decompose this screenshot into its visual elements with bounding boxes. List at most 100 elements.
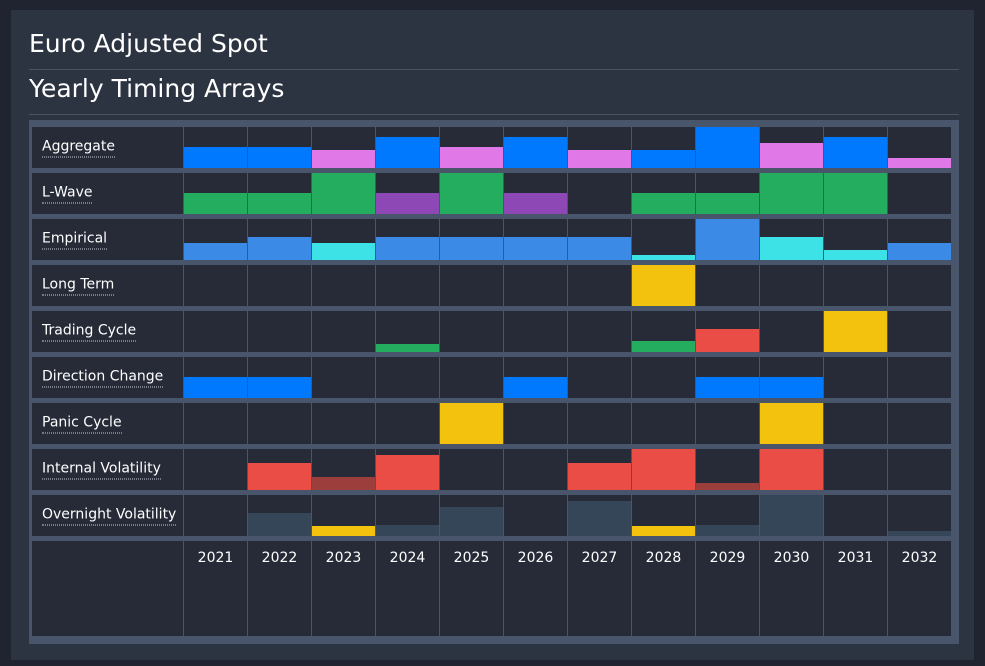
heatmap-cell [568,449,631,490]
heatmap-bar [248,147,311,168]
footer-label-cell [32,541,183,636]
row-label[interactable]: Long Term [42,276,115,295]
heatmap-cell [696,403,759,444]
heatmap-cell [504,495,567,536]
heatmap-bar [504,193,567,214]
heatmap-bar [760,173,823,214]
row-label[interactable]: Trading Cycle [42,322,137,341]
row-label-cell: Aggregate [32,127,183,168]
row-label-cell: L-Wave [32,173,183,214]
heatmap-cell [504,265,567,306]
heatmap-bar [440,147,503,168]
heatmap-cell [376,127,439,168]
heatmap-cell [184,403,247,444]
heatmap-bar [696,329,759,352]
year-cell: 2029 [696,541,759,636]
heatmap-cell [632,127,695,168]
timing-array-grid: Aggregate L-Wave Empirical Long Term Trading… [29,120,959,644]
heatmap-bar [248,513,311,536]
heatmap-bar [888,243,951,260]
heatmap-cell [184,449,247,490]
heatmap-cell [632,449,695,490]
row-label[interactable]: L-Wave [42,184,93,203]
heatmap-cell [824,173,887,214]
heatmap-bar [632,341,695,352]
heatmap-bar [824,250,887,260]
heatmap-cell [312,219,375,260]
heatmap-cell [888,357,951,398]
heatmap-cell [504,357,567,398]
page-title: Euro Adjusted Spot [29,29,268,58]
year-label: 2022 [261,550,298,566]
heatmap-bar [504,137,567,168]
heatmap-bar [376,137,439,168]
heatmap-bar [312,173,375,214]
row-label[interactable]: Direction Change [42,368,164,387]
row-label[interactable]: Aggregate [42,138,115,157]
year-cell: 2028 [632,541,695,636]
year-label: 2021 [197,550,234,566]
heatmap-cell [760,495,823,536]
row-label[interactable]: Internal Volatility [42,460,161,479]
row-label[interactable]: Overnight Volatility [42,506,177,525]
heatmap-cell [184,495,247,536]
year-label: 2025 [453,550,490,566]
year-label: 2032 [901,550,938,566]
heatmap-cell [376,495,439,536]
row-label-cell: Long Term [32,265,183,306]
heatmap-bar [248,463,311,490]
year-label: 2031 [837,550,874,566]
heatmap-cell [504,127,567,168]
row-label[interactable]: Panic Cycle [42,414,122,433]
heatmap-cell [632,219,695,260]
heatmap-bar [760,237,823,260]
heatmap-cell [312,495,375,536]
heatmap-cell [760,311,823,352]
heatmap-cell [440,173,503,214]
heatmap-bar [440,403,503,444]
heatmap-cell [888,495,951,536]
heatmap-cell [312,127,375,168]
row-label-cell: Direction Change [32,357,183,398]
heatmap-bar [504,237,567,260]
heatmap-cell [696,357,759,398]
heatmap-cell [568,495,631,536]
year-label: 2029 [709,550,746,566]
heatmap-bar [376,455,439,490]
heatmap-cell [376,219,439,260]
heatmap-cell [888,127,951,168]
heatmap-cell [184,357,247,398]
heatmap-cell [248,403,311,444]
heatmap-cell [440,357,503,398]
heatmap-cell [184,265,247,306]
heatmap-cell [504,449,567,490]
heatmap-cell [696,127,759,168]
heatmap-cell [568,357,631,398]
heatmap-cell [824,127,887,168]
heatmap-cell [568,127,631,168]
heatmap-cell [696,495,759,536]
year-label: 2023 [325,550,362,566]
heatmap-cell [248,127,311,168]
heatmap-bar [824,311,887,352]
row-label-cell: Overnight Volatility [32,495,183,536]
heatmap-bar [760,449,823,490]
heatmap-bar [312,526,375,536]
row-label-cell: Internal Volatility [32,449,183,490]
heatmap-bar [440,237,503,260]
heatmap-bar [568,150,631,168]
year-cell: 2027 [568,541,631,636]
heatmap-cell [376,403,439,444]
heatmap-cell [504,403,567,444]
heatmap-cell [312,265,375,306]
heatmap-cell [824,449,887,490]
heatmap-bar [632,193,695,214]
heatmap-cell [312,311,375,352]
row-label[interactable]: Empirical [42,230,108,249]
year-cell: 2025 [440,541,503,636]
heatmap-cell [824,495,887,536]
heatmap-cell [440,449,503,490]
heatmap-bar [248,193,311,214]
heatmap-cell [824,219,887,260]
heatmap-bar [248,237,311,260]
